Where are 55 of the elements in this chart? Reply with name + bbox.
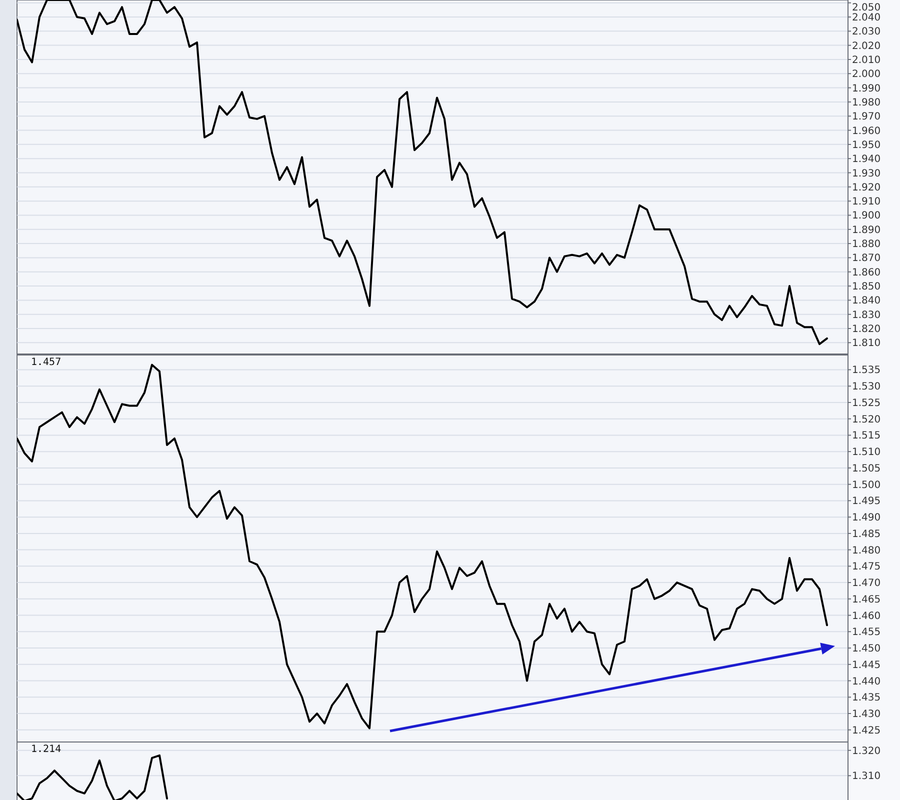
y-tick-label: 1.820 xyxy=(852,324,881,336)
y-tick-label: 2.040 xyxy=(852,12,881,24)
y-tick-label: 1.445 xyxy=(852,660,881,671)
y-tick-label: 1.460 xyxy=(852,610,881,622)
y-tick-label: 1.440 xyxy=(852,676,881,688)
y-tick-label: 1.470 xyxy=(852,578,881,590)
y-tick-label: 1.860 xyxy=(852,267,881,278)
y-tick-label: 1.500 xyxy=(852,480,881,491)
y-tick-label: 1.535 xyxy=(852,365,881,376)
line-series xyxy=(17,0,828,346)
y-tick-label: 1.980 xyxy=(852,97,881,108)
y-tick-label: 1.475 xyxy=(852,562,881,573)
y-tick-label: 1.940 xyxy=(852,154,881,166)
y-tick-label: 1.850 xyxy=(852,282,881,293)
y-tick-label: 2.030 xyxy=(852,26,881,38)
y-tick-label: 1.950 xyxy=(852,140,881,151)
y-tick-label: 1.970 xyxy=(852,112,881,123)
y-tick-label: 1.830 xyxy=(852,310,881,321)
y-tick-label: 2.020 xyxy=(852,40,881,52)
y-tick-label: 1.960 xyxy=(852,126,881,137)
y-tick-label: 1.480 xyxy=(852,545,881,556)
annotation: 1.457 xyxy=(31,357,62,368)
line-series xyxy=(17,754,168,800)
y-tick-label: 1.510 xyxy=(852,447,881,458)
y-tick-label: 2.050 xyxy=(852,2,881,14)
y-tick-label: 1.310 xyxy=(852,771,881,782)
y-tick-label: 1.910 xyxy=(852,196,881,208)
y-tick-label: 1.890 xyxy=(852,224,881,236)
line-series xyxy=(17,364,828,730)
y-tick-label: 1.520 xyxy=(852,414,881,426)
y-tick-label: 1.485 xyxy=(852,528,881,540)
annotation: 1.214 xyxy=(31,744,62,755)
y-tick-label: 1.870 xyxy=(852,253,881,264)
y-tick-label: 1.425 xyxy=(852,725,881,736)
y-tick-label: 1.990 xyxy=(852,83,881,94)
y-tick-label: 1.435 xyxy=(852,692,881,704)
y-tick-label: 1.920 xyxy=(852,182,881,194)
y-tick-label: 1.810 xyxy=(852,338,881,350)
y-tick-label: 1.530 xyxy=(852,382,881,393)
y-tick-label: 1.490 xyxy=(852,512,881,524)
y-tick-label: 1.495 xyxy=(852,496,881,508)
y-tick-label: 1.455 xyxy=(852,627,881,638)
y-tick-label: 1.515 xyxy=(852,430,881,442)
y-tick-label: 2.000 xyxy=(852,69,881,80)
y-tick-label: 1.525 xyxy=(852,398,881,409)
y-tick-label: 1.900 xyxy=(852,210,881,222)
y-tick-label: 1.320 xyxy=(852,746,881,757)
y-tick-label: 1.840 xyxy=(852,296,881,307)
y-tick-label: 1.450 xyxy=(852,644,881,655)
y-tick-label: 1.430 xyxy=(852,709,881,720)
y-tick-label: 2.010 xyxy=(852,54,881,66)
y-tick-label: 1.505 xyxy=(852,463,881,474)
y-tick-label: 1.880 xyxy=(852,239,881,250)
y-tick-label: 1.465 xyxy=(852,594,881,606)
y-tick-label: 1.930 xyxy=(852,168,881,180)
